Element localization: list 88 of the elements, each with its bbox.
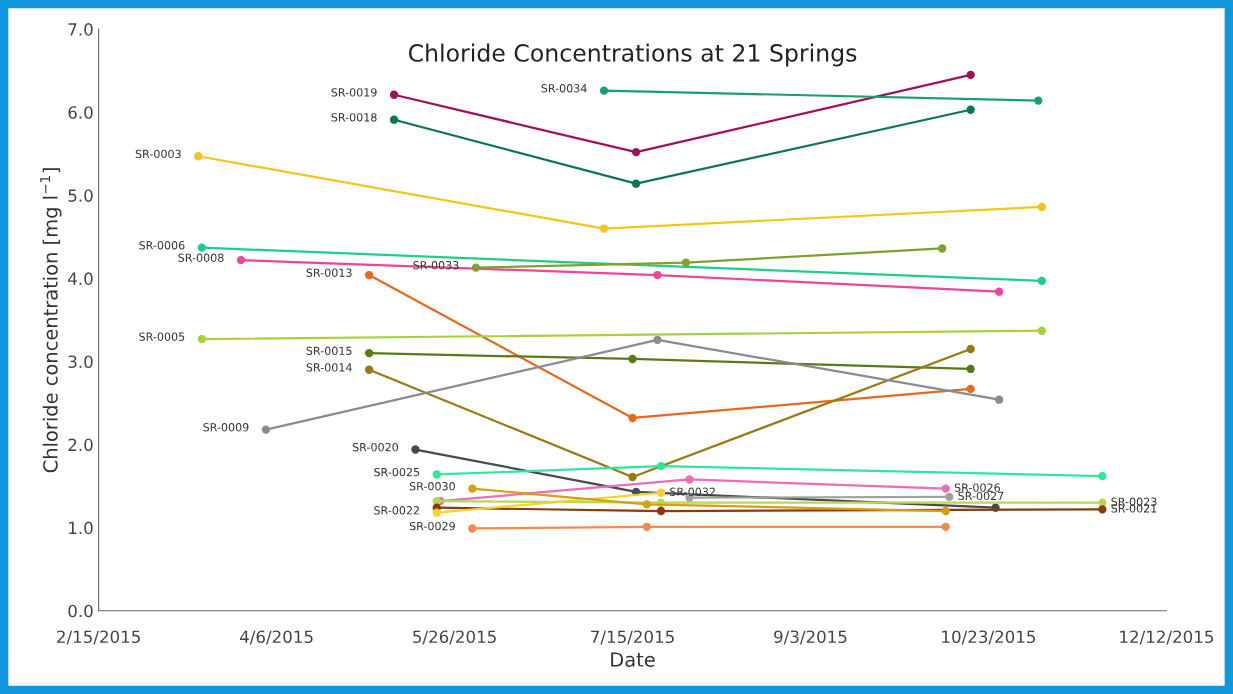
x-tick-label: 7/15/2015	[591, 630, 674, 645]
annotation: SR-0003	[135, 149, 181, 159]
y-tick-label: 1.0	[69, 521, 93, 535]
point	[1098, 505, 1107, 514]
point	[642, 522, 651, 531]
point	[1037, 276, 1047, 286]
x-tick-label: 2/15/2015	[57, 630, 140, 645]
annotation: SR-0019	[331, 88, 377, 97]
point	[656, 488, 666, 497]
point	[628, 354, 637, 364]
point	[653, 335, 662, 345]
point	[966, 70, 975, 80]
point	[685, 475, 694, 484]
point	[432, 470, 441, 479]
x-axis-title: Date	[611, 652, 655, 667]
point	[966, 105, 975, 114]
point	[656, 461, 666, 471]
y-tick-label: 3.0	[68, 355, 93, 369]
annotation: SR-0008	[178, 253, 224, 262]
point	[599, 86, 609, 95]
annotation: SR-0020	[352, 442, 399, 452]
x-tick-label: 4/6/2015	[239, 630, 313, 645]
point	[938, 244, 947, 253]
point	[1037, 326, 1047, 335]
point	[236, 255, 246, 265]
point	[656, 506, 666, 516]
point	[628, 472, 637, 482]
point	[468, 484, 477, 493]
annotation: SR-0018	[331, 113, 377, 122]
y-tick-label: 5.0	[68, 189, 93, 202]
point	[432, 508, 441, 517]
annotation: SR-0026	[954, 483, 1000, 492]
annotation: SR-0034	[541, 84, 587, 93]
point	[411, 445, 420, 454]
annotation: SR-0022	[374, 506, 419, 515]
point	[197, 334, 207, 344]
y-tick-label: 0.0	[68, 604, 93, 618]
point	[994, 395, 1004, 404]
point	[941, 522, 950, 531]
y-tick-label: 2.0	[68, 438, 93, 452]
point	[471, 263, 481, 272]
annotation: SR-0030	[409, 482, 455, 491]
x-tick-label: 5/26/2015	[413, 630, 496, 645]
text: Chloride Concentrations at 21 Springs	[408, 43, 857, 67]
point	[681, 258, 691, 267]
annotation: SR-0029	[409, 521, 455, 531]
annotation: SR-0027	[958, 491, 1004, 501]
annotation: SR-0021	[1111, 504, 1157, 513]
point	[364, 365, 374, 374]
point	[945, 492, 954, 502]
point	[966, 364, 975, 374]
annotation: SR-0009	[203, 423, 249, 432]
annotation: SR-0014	[306, 363, 352, 372]
x-tick-label: 9/3/2015	[774, 630, 847, 645]
annotation: SR-0023	[1111, 497, 1157, 506]
point	[994, 287, 1004, 296]
annotation: SR-0025	[374, 467, 420, 477]
point	[389, 115, 399, 124]
point	[261, 425, 271, 434]
x-tick-label: 12/12/2015	[1120, 630, 1213, 645]
y-tick-label: 7.0	[68, 23, 93, 36]
point	[364, 270, 374, 280]
annotation: SR-0013	[306, 268, 352, 277]
point	[468, 524, 477, 533]
point	[364, 349, 374, 358]
point	[941, 506, 950, 516]
point	[941, 484, 950, 493]
point	[1098, 471, 1107, 481]
point	[197, 243, 207, 252]
point	[599, 224, 609, 233]
y-tick-label: 4.0	[68, 272, 93, 285]
point	[194, 152, 203, 161]
point	[631, 147, 641, 157]
y-axis-title: Chloride concentration [mg l$^{−1}$]	[40, 168, 62, 473]
point	[1034, 96, 1043, 105]
annotation: SR-0006	[139, 241, 185, 250]
annotation: SR-0005	[139, 332, 185, 341]
point	[642, 500, 651, 509]
point	[966, 344, 975, 354]
point	[631, 179, 641, 188]
x-tick-label: 10/23/2015	[942, 630, 1036, 645]
point	[653, 270, 662, 280]
point	[1037, 202, 1047, 212]
point	[966, 384, 975, 394]
y-tick-label: 6.0	[68, 106, 93, 119]
point	[628, 413, 637, 423]
annotation: SR-0015	[306, 346, 352, 355]
point	[389, 90, 399, 99]
